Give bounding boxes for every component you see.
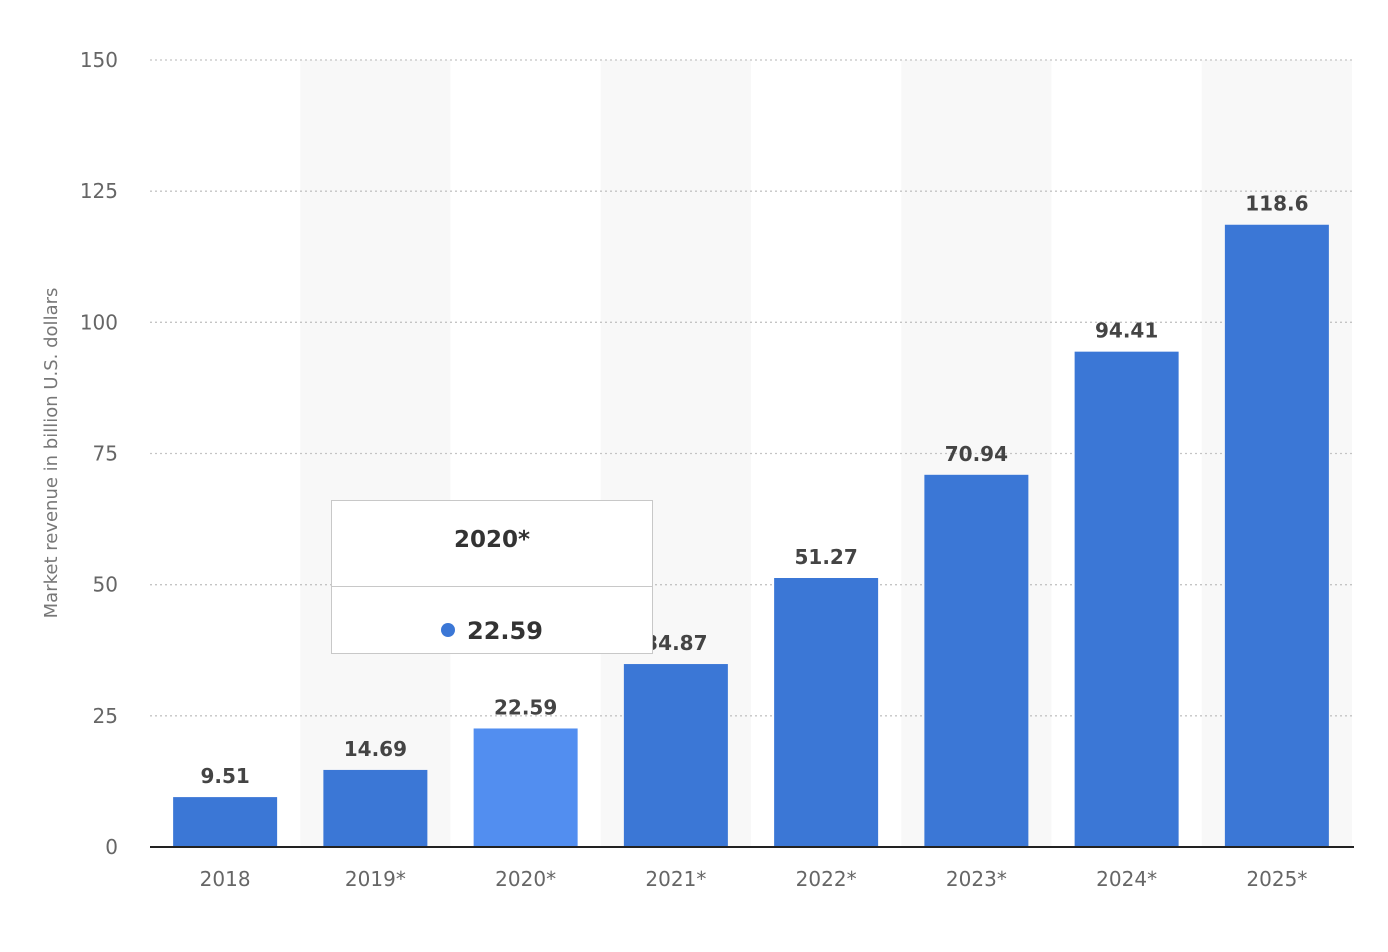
tooltip-row: 22.59: [332, 617, 652, 645]
x-tick-label: 2023*: [946, 867, 1007, 891]
bars: [173, 224, 1329, 847]
x-tick-label: 2025*: [1246, 867, 1307, 891]
y-tick-label: 0: [105, 835, 118, 859]
tooltip: 2020* 22.59: [331, 500, 653, 654]
x-tick-label: 2020*: [495, 867, 556, 891]
x-axis-ticks: 2018 2019* 2020* 2021* 2022* 2023* 2024* 2025*: [200, 867, 1308, 891]
x-tick-label: 2019*: [345, 867, 406, 891]
tooltip-title: 2020*: [453, 527, 531, 553]
data-label: 9.51: [200, 764, 249, 788]
tooltip-value: 22.59: [467, 617, 543, 645]
tooltip-series-dot-icon: [441, 623, 456, 637]
bar-2023[interactable]: [924, 474, 1029, 847]
bar-2021[interactable]: [623, 664, 728, 847]
data-label: 118.6: [1245, 192, 1308, 216]
y-axis-ticks: 0 25 50 75 100 125 150: [80, 48, 118, 859]
y-tick-label: 150: [80, 48, 118, 72]
bar-2024[interactable]: [1074, 351, 1179, 847]
x-tick-label: 2022*: [796, 867, 857, 891]
y-tick-label: 75: [93, 442, 118, 466]
data-label: 51.27: [794, 545, 857, 569]
bar-2019[interactable]: [323, 769, 428, 847]
tooltip-divider: [332, 586, 652, 587]
x-tick-label: 2018: [200, 867, 251, 891]
bar-2018[interactable]: [173, 797, 278, 847]
bar-2025[interactable]: [1224, 224, 1329, 847]
y-tick-label: 125: [80, 179, 118, 203]
bar-2020[interactable]: [473, 728, 578, 847]
y-tick-label: 25: [93, 704, 118, 728]
data-label: 70.94: [945, 442, 1008, 466]
data-label: 94.41: [1095, 319, 1158, 343]
y-axis-title: Market revenue in billion U.S. dollars: [41, 288, 62, 619]
data-label: 22.59: [494, 695, 557, 719]
data-label: 34.87: [644, 631, 707, 655]
data-label: 14.69: [344, 737, 407, 761]
x-tick-label: 2021*: [645, 867, 706, 891]
x-tick-label: 2024*: [1096, 867, 1157, 891]
bar-2022[interactable]: [774, 578, 879, 847]
y-tick-label: 50: [93, 573, 118, 597]
y-tick-label: 100: [80, 310, 118, 334]
data-labels: 9.51 14.69 22.59 34.87 51.27 70.94 94.41 118.6: [200, 192, 1308, 788]
